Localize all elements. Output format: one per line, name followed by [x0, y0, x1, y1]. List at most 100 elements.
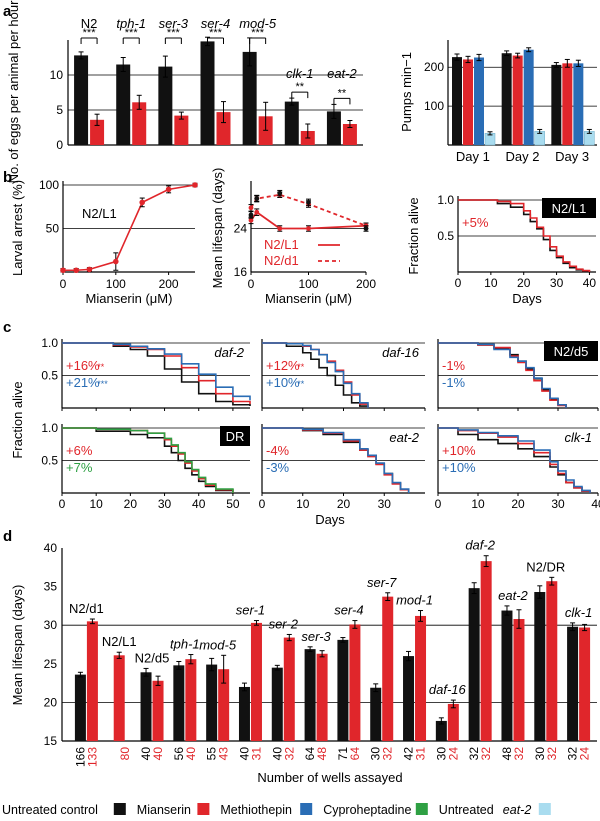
annotation: +12%: [266, 358, 300, 373]
n-control-label: 48: [500, 747, 514, 761]
x-tick-label: 30: [158, 497, 172, 511]
annotation: +10%: [442, 460, 476, 475]
legend-label: Untreated: [439, 803, 494, 817]
n-control-label: 40: [237, 747, 251, 761]
bar: [283, 637, 295, 741]
survival-curve: [438, 342, 567, 408]
category-label: tph-1: [116, 16, 146, 31]
bar: [238, 686, 250, 741]
annotation: -1%: [442, 358, 466, 373]
bar: [349, 624, 361, 741]
bar: [523, 49, 534, 145]
legend-swatch: [415, 803, 428, 815]
annotation-stars: **: [97, 362, 105, 372]
bar: [200, 41, 215, 145]
legend-swatch: [113, 803, 126, 815]
chart-d1: 15 20 25 30 35 40 Mean lifespan (days) Number o…: [10, 538, 597, 785]
bar: [534, 592, 546, 741]
group-label: eat-2: [498, 588, 528, 603]
group-label: ser-1: [236, 603, 265, 618]
significance-label: **: [338, 87, 347, 99]
x-axis-label: Days: [512, 291, 542, 306]
bar: [113, 655, 125, 741]
x-tick-label: 200: [356, 277, 376, 291]
bar: [216, 112, 231, 145]
data-point: [306, 226, 311, 231]
n-control-label: 32: [467, 747, 481, 761]
y-tick-label: 1.0: [437, 193, 454, 207]
label-box-text: N2/d5: [554, 344, 589, 359]
x-tick-label: 0: [435, 497, 442, 511]
y-tick-label: 24: [234, 222, 248, 236]
x-tick-label: 30: [551, 497, 565, 511]
chart-c4: 0.5 1.0 0 10 20 30 40 50 DR +6% +7%: [41, 421, 250, 511]
bar: [326, 111, 341, 145]
n-mianserin-label: 43: [217, 747, 231, 761]
category-label: eat-2: [327, 66, 357, 81]
y-tick-label: 0.5: [437, 229, 454, 243]
significance-label: ***: [125, 27, 139, 39]
bar: [337, 639, 349, 741]
y-axis-label: No. of eggs per animal per hour: [6, 0, 21, 183]
group-label: ser-3: [301, 629, 331, 644]
significance-label: **: [296, 81, 305, 93]
y-axis-label: Pumps min−1: [399, 52, 414, 132]
survival-curve: [62, 427, 234, 493]
chart-c2: daf-16+12%**+10%**: [261, 339, 426, 411]
bar: [513, 619, 525, 741]
y-tick-label: 30: [44, 618, 58, 632]
bar: [242, 51, 257, 145]
bar: [447, 703, 459, 741]
panel-label: b: [3, 169, 12, 186]
n-control-label: 30: [434, 747, 448, 761]
bar: [501, 53, 512, 145]
x-tick-label: 40: [583, 276, 597, 290]
bar: [463, 59, 473, 145]
group-label: N2/L1: [102, 634, 137, 649]
n-mianserin-label: 32: [512, 747, 526, 761]
annotation: +7%: [66, 460, 93, 475]
n-control-label: 56: [172, 747, 186, 761]
annotation: +5%: [462, 215, 489, 230]
legend-label: N2/d1: [264, 253, 299, 268]
legend-label-italic: eat-2: [503, 803, 532, 817]
n-control-label: 64: [303, 747, 317, 761]
y-tick-label: 0.5: [41, 454, 58, 468]
x-tick-label: 200: [159, 277, 179, 291]
x-tick-label: 20: [337, 497, 351, 511]
chart-c6: 0 10 20 30 40 clk-1 +10% +10%: [435, 424, 600, 511]
y-tick-label: 1.0: [41, 421, 58, 435]
data-point: [254, 196, 260, 201]
label-box: [542, 198, 596, 218]
annotation: +10%: [442, 443, 476, 458]
x-axis-label: Mianserin (μM): [265, 291, 352, 306]
group-label: tph-1: [170, 637, 200, 652]
n-mianserin-label: 80: [118, 747, 132, 761]
bar: [90, 119, 105, 145]
x-tick-label: 100: [298, 277, 318, 291]
n-mianserin-label: 64: [348, 747, 362, 761]
x-tick-label: 10: [484, 276, 498, 290]
label-box: [544, 341, 598, 361]
group-label: mod-1: [396, 593, 433, 608]
bar: [435, 720, 447, 741]
annotation: -3%: [266, 460, 290, 475]
x-tick-label: 100: [106, 277, 126, 291]
bar: [185, 659, 197, 741]
chart-b2: 16 24 0 100 200 Mean lifespan (days) Mianserin…: [210, 168, 376, 306]
data-point: [248, 205, 254, 211]
legend-label: Methiothepin: [220, 803, 292, 817]
n-control-label: 30: [369, 747, 383, 761]
bar: [562, 63, 573, 146]
y-axis-label: Fraction alive: [10, 381, 25, 458]
x-tick-label: 20: [511, 497, 525, 511]
bar: [579, 627, 591, 741]
survival-curve: [262, 342, 369, 408]
group-label: ser-2: [269, 616, 299, 631]
n-mianserin-label: 133: [85, 747, 99, 767]
x-tick-label: 30: [378, 497, 392, 511]
legend-swatch: [300, 803, 313, 815]
annotation: -4%: [266, 443, 290, 458]
y-tick-label: 25: [44, 657, 58, 671]
y-tick-label: 16: [234, 265, 248, 279]
